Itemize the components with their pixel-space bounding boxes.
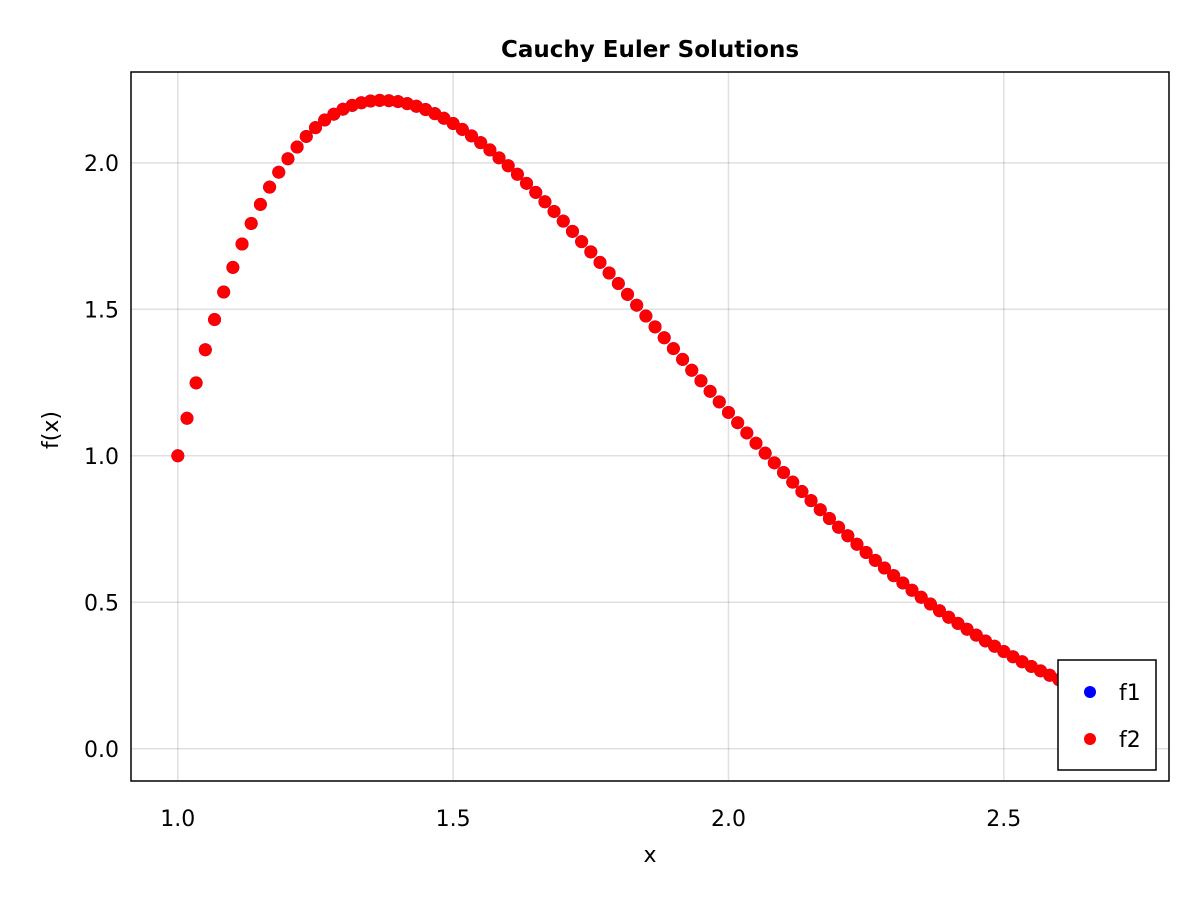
y-tick-label: 1.5	[84, 298, 119, 323]
x-tick-label: 1.5	[436, 807, 471, 832]
x-tick-label: 1.0	[160, 807, 195, 832]
data-point-f2	[501, 159, 515, 173]
data-point-f2	[373, 93, 387, 107]
data-point-f2	[483, 143, 497, 157]
data-point-f2	[721, 405, 735, 419]
data-point-f2	[308, 121, 322, 135]
data-point-f2	[731, 416, 745, 430]
data-point-f2	[703, 384, 717, 398]
data-point-f2	[666, 342, 680, 356]
data-point-f2	[235, 237, 249, 251]
data-point-f2	[584, 245, 598, 259]
data-point-f2	[767, 456, 781, 470]
data-point-f2	[593, 255, 607, 269]
data-point-f2	[639, 309, 653, 323]
y-tick-label: 2.0	[84, 152, 119, 177]
x-axis-label: x	[643, 843, 656, 868]
data-point-f2	[841, 529, 855, 543]
data-point-f2	[914, 590, 928, 604]
data-point-f2	[676, 352, 690, 366]
data-point-f2	[217, 285, 231, 299]
data-point-f2	[189, 376, 203, 390]
plot-frame	[130, 71, 1170, 782]
y-tick-label: 0.0	[84, 738, 119, 763]
data-point-f2	[492, 151, 506, 165]
legend-label-f2: f2	[1119, 728, 1141, 753]
data-point-f2	[510, 167, 524, 181]
data-point-f2	[621, 287, 635, 301]
legend-label-f1: f1	[1119, 681, 1141, 706]
legend-marker-f2	[1084, 733, 1096, 745]
data-point-f2	[896, 576, 910, 590]
data-point-f2	[850, 537, 864, 551]
data-point-f2	[474, 136, 488, 150]
data-point-f2	[208, 313, 222, 327]
data-point-f2	[272, 165, 286, 179]
data-point-f2	[520, 176, 534, 190]
data-point-f2	[611, 277, 625, 291]
data-point-f2	[740, 426, 754, 440]
legend-marker-f1	[1084, 686, 1096, 698]
data-point-f2	[299, 129, 313, 143]
x-tick-labels: 1.0 1.5 2.0 2.5	[160, 807, 1021, 832]
data-point-f2	[657, 331, 671, 345]
x-tick-label: 2.0	[711, 807, 746, 832]
data-point-f2	[877, 561, 891, 575]
data-point-f2	[694, 374, 708, 388]
data-point-f2	[281, 152, 295, 166]
data-point-f2	[253, 197, 267, 211]
data-point-f2	[198, 343, 212, 357]
x-tick-label: 2.5	[986, 807, 1021, 832]
data-point-f2	[290, 140, 304, 154]
data-point-f2	[786, 475, 800, 489]
data-point-f2	[556, 214, 570, 228]
chart-title: Cauchy Euler Solutions	[501, 37, 799, 63]
y-axis-label: f(x)	[39, 411, 64, 449]
data-point-f2	[565, 224, 579, 238]
data-point-f2	[547, 204, 561, 218]
data-point-f2	[263, 180, 277, 194]
y-tick-labels: 0.0 0.5 1.0 1.5 2.0	[84, 152, 119, 763]
data-point-f2	[529, 185, 543, 199]
data-point-f2	[749, 436, 763, 450]
data-point-f2	[464, 129, 478, 143]
data-point-f2	[685, 363, 699, 377]
data-point-f2	[712, 395, 726, 409]
data-point-f2	[538, 195, 552, 209]
data-point-f2	[244, 216, 258, 230]
data-point-f2	[832, 520, 846, 534]
data-point-f2	[171, 449, 185, 463]
data-point-f2	[887, 569, 901, 583]
data-points	[171, 93, 1148, 718]
data-point-f2	[813, 503, 827, 517]
y-tick-label: 0.5	[84, 591, 119, 616]
data-point-f2	[575, 235, 589, 249]
data-point-f2	[602, 266, 616, 280]
data-point-f2	[180, 411, 194, 425]
data-point-f2	[455, 122, 469, 136]
data-point-f2	[648, 320, 662, 334]
data-point-f2	[942, 610, 956, 624]
data-point-f2	[923, 597, 937, 611]
legend-box	[1057, 659, 1157, 771]
data-point-f2	[905, 583, 919, 597]
data-point-f2	[226, 260, 240, 274]
data-point-f2	[859, 545, 873, 559]
data-point-f2	[933, 604, 947, 618]
grid-lines	[131, 72, 1169, 781]
data-point-f2	[364, 94, 378, 108]
data-point-f2	[868, 553, 882, 567]
data-point-f2	[804, 494, 818, 508]
legend: f1 f2	[1057, 659, 1157, 771]
y-tick-label: 1.0	[84, 445, 119, 470]
data-point-f2	[777, 466, 791, 479]
data-point-f2	[758, 446, 772, 460]
data-point-f2	[630, 298, 644, 312]
data-point-f2	[822, 511, 836, 525]
data-point-f2	[795, 485, 809, 499]
